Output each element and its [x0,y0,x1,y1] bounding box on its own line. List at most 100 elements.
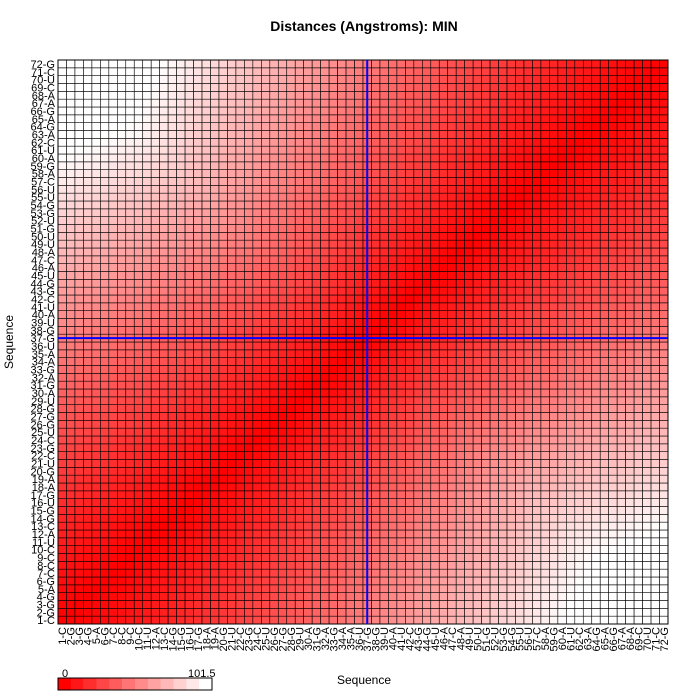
heatmap-cell [303,138,313,147]
heatmap-cell [227,208,237,217]
heatmap-cell [337,114,347,123]
heatmap-cell [549,529,559,539]
heatmap-cell [557,576,567,586]
heatmap-cell [422,67,432,76]
heatmap-cell [117,138,127,147]
heatmap-cell [125,420,135,429]
heatmap-cell [100,600,110,609]
heatmap-cell [591,514,601,523]
heatmap-cell [159,145,169,155]
heatmap-cell [328,239,338,249]
heatmap-cell [506,608,516,617]
heatmap-cell [108,224,118,233]
heatmap-cell [515,459,525,468]
heatmap-cell [74,396,84,405]
heatmap-cell [616,514,626,523]
heatmap-cell [481,427,491,437]
heatmap-cell [633,75,643,84]
heatmap-cell [591,615,601,625]
heatmap-cell [506,130,516,139]
heatmap-cell [566,443,576,452]
heatmap-cell [125,145,135,155]
heatmap-cell [277,185,288,194]
heatmap-cell [489,138,499,147]
heatmap-cell [379,349,389,358]
heatmap-cell [91,161,101,170]
heatmap-cell [184,302,194,311]
heatmap-cell [117,145,127,155]
heatmap-cell [74,216,84,225]
heatmap-cell [311,474,321,484]
heatmap-cell [523,122,533,131]
heatmap-cell [320,169,330,178]
heatmap-cell [218,365,228,374]
heatmap-cell [142,615,152,625]
heatmap-cell [616,482,626,492]
heatmap-cell [540,592,550,601]
heatmap-cell [455,138,465,147]
heatmap-cell [261,412,271,421]
heatmap-cell [74,91,84,100]
heatmap-cell [430,435,440,445]
heatmap-cell [133,232,144,241]
heatmap-cell [235,576,245,586]
heatmap-cell [379,310,389,319]
heatmap-cell [286,568,296,578]
heatmap-cell [532,98,542,108]
heatmap-cell [345,576,355,586]
heatmap-cell [599,506,609,515]
heatmap-cell [388,161,398,170]
heatmap-cell [625,435,635,445]
heatmap-cell [167,537,177,546]
heatmap-cell [286,232,296,241]
heatmap-cell [57,365,67,374]
heatmap-cell [532,451,542,460]
heatmap-cell [218,349,228,358]
heatmap-cell [413,388,423,398]
heatmap-cell [345,106,355,116]
heatmap-cell [633,576,643,586]
heatmap-cell [599,459,609,468]
heatmap-cell [218,490,228,499]
heatmap-cell [371,153,381,163]
heatmap-cell [133,255,144,264]
heatmap-cell [405,443,415,452]
heatmap-cell [557,114,567,123]
heatmap-cell [142,584,152,593]
heatmap-cell [303,568,313,578]
heatmap-cell [269,341,279,351]
heatmap-cell [184,247,194,257]
heatmap-cell [252,75,262,84]
heatmap-cell [74,537,84,546]
heatmap-cell [167,365,177,374]
heatmap-cell [616,435,626,445]
heatmap-cell [311,153,321,163]
heatmap-cell [252,83,262,92]
heatmap-cell [320,396,330,405]
heatmap-cell [633,122,643,131]
heatmap-cell [599,200,609,210]
heatmap-cell [413,263,423,272]
heatmap-cell [430,459,440,468]
heatmap-cell [582,208,593,217]
heatmap-cell [244,615,254,625]
heatmap-cell [133,404,144,413]
heatmap-cell [540,177,550,186]
heatmap-cell [201,169,211,178]
heatmap-cell [83,169,93,178]
heatmap-cell [286,388,296,398]
heatmap-cell [320,341,330,351]
heatmap-cell [218,600,228,609]
heatmap-cell [616,239,626,249]
heatmap-cell [608,59,618,69]
heatmap-cell [413,467,423,476]
heatmap-cell [633,427,643,437]
heatmap-cell [430,537,440,546]
heatmap-cell [74,67,84,76]
heatmap-cell [83,279,93,288]
heatmap-cell [447,474,457,484]
heatmap-cell [294,145,304,155]
heatmap-cell [472,145,482,155]
heatmap-cell [142,75,152,84]
heatmap-cell [616,302,626,311]
